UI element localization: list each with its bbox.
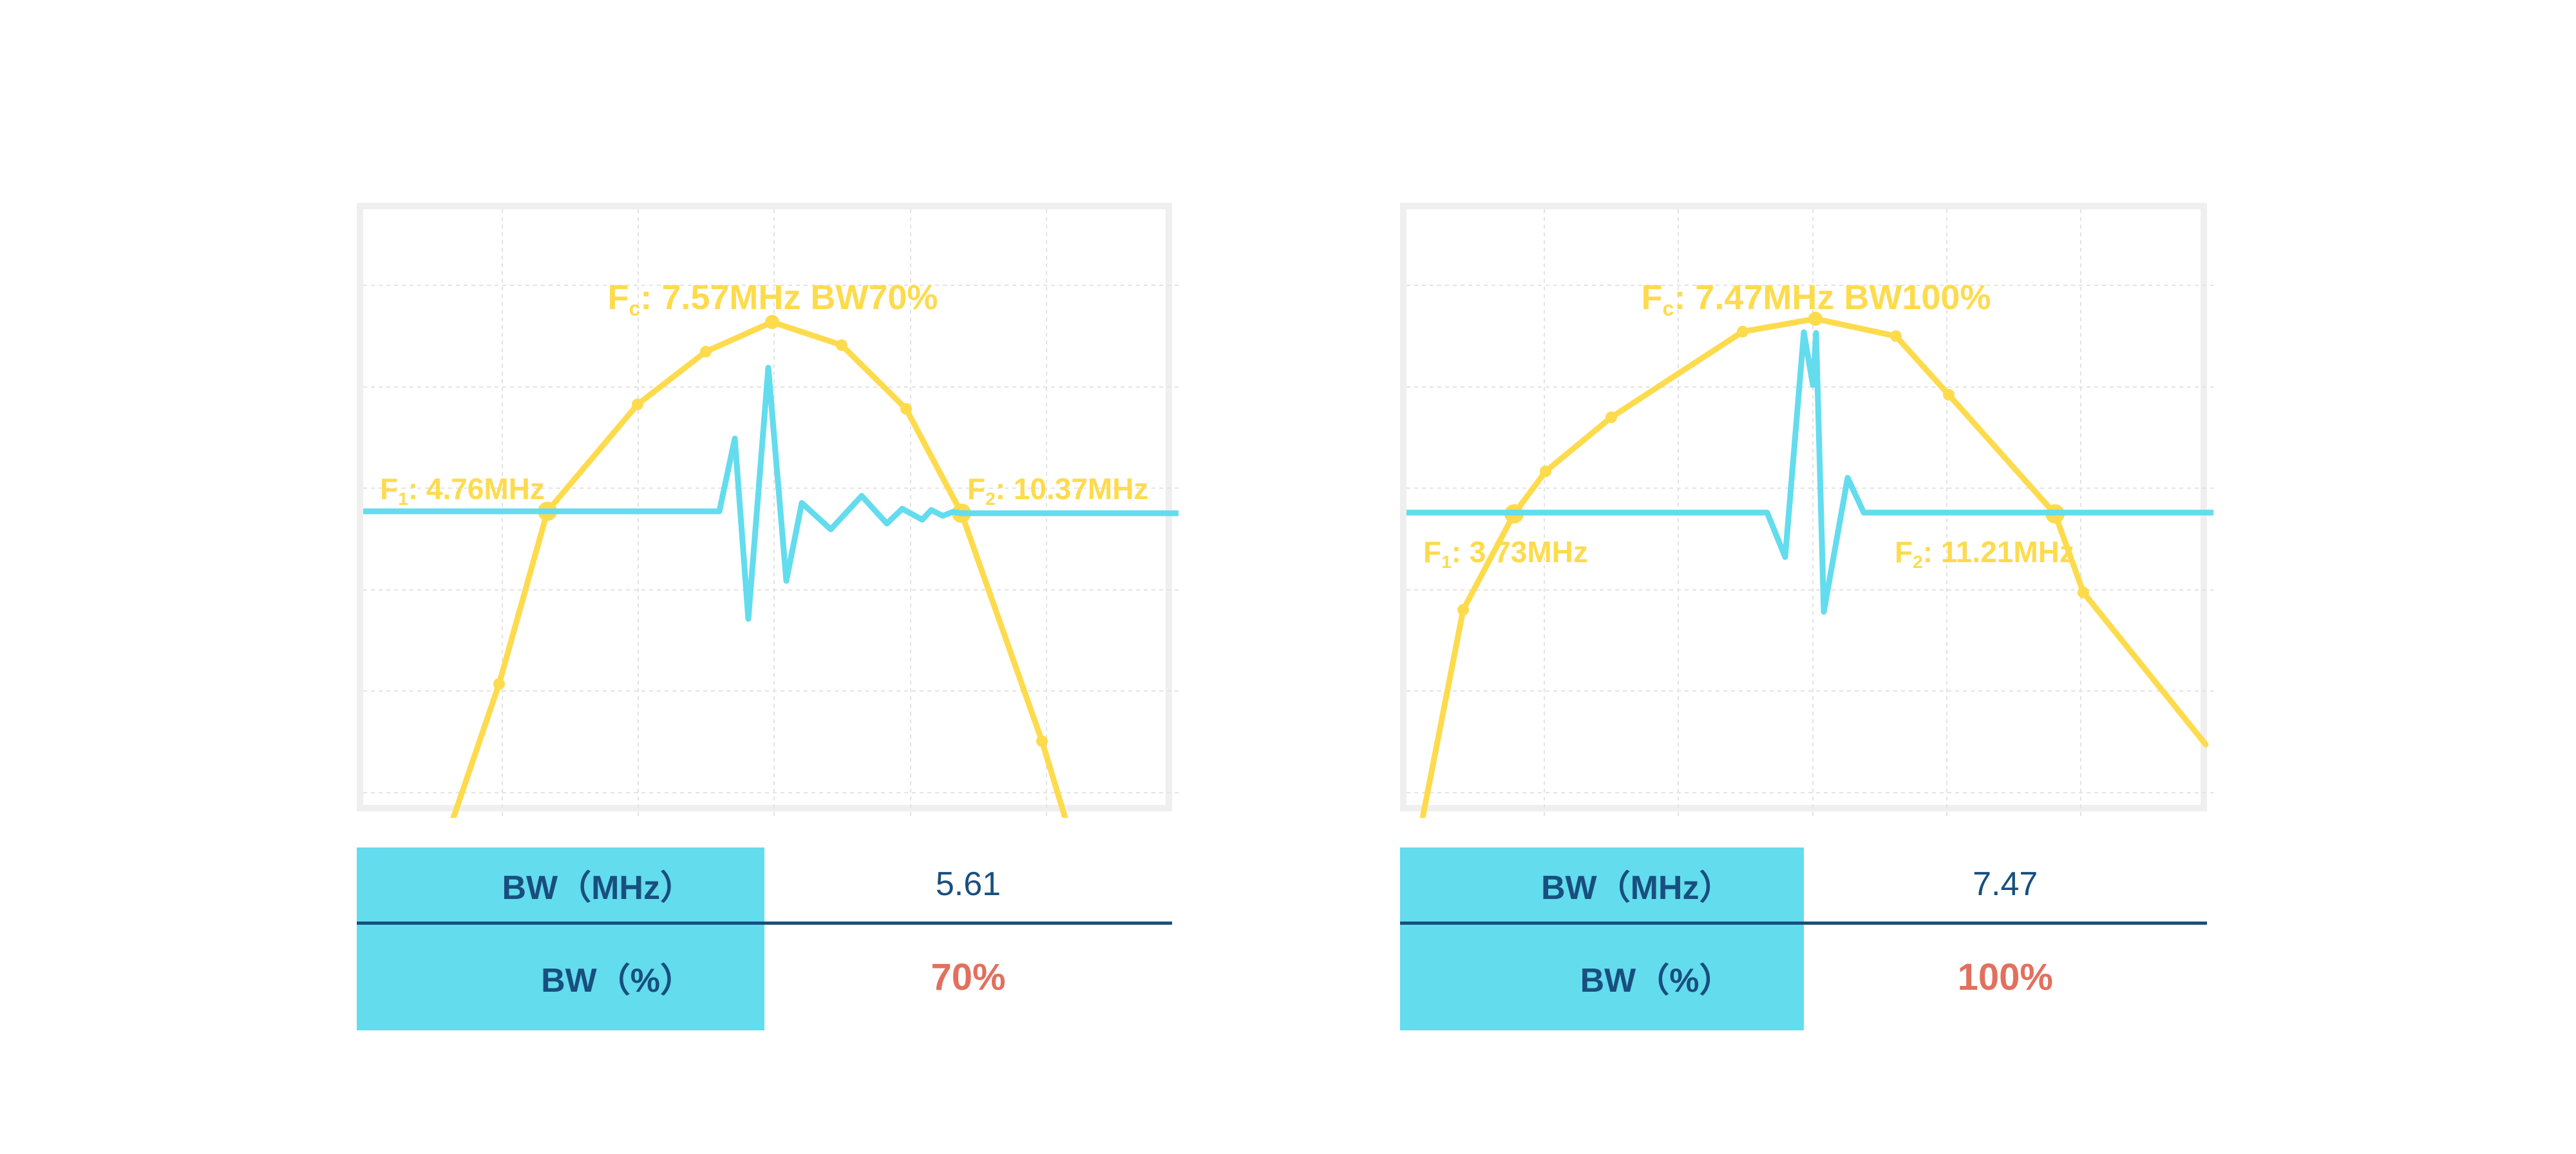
svg-text:F2: 11.21MHz: F2: 11.21MHz [1895, 535, 2074, 572]
svg-text:Fc: 7.57MHz BW70%: Fc: 7.57MHz BW70% [608, 278, 938, 320]
svg-text:Fc: 7.47MHz BW100%: Fc: 7.47MHz BW100% [1642, 278, 1991, 320]
svg-text:F1: 3.73MHz: F1: 3.73MHz [1423, 535, 1588, 572]
svg-text:F1: 4.76MHz: F1: 4.76MHz [380, 472, 545, 509]
svg-text:F2: 10.37MHz: F2: 10.37MHz [967, 472, 1148, 509]
